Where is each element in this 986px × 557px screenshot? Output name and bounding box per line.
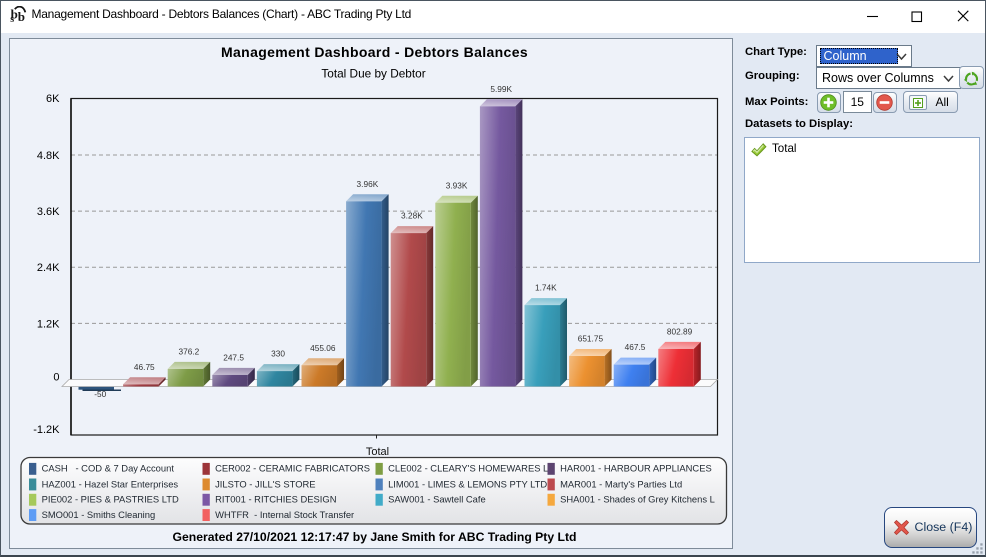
svg-text:WHTFR - Internal Stock Transf: WHTFR - Internal Stock Transfer [215, 508, 354, 519]
svg-text:HAZ001 - Hazel Star Enterprise: HAZ001 - Hazel Star Enterprises [41, 478, 178, 489]
svg-text:RIT001 - RITCHIES DESIGN: RIT001 - RITCHIES DESIGN [215, 493, 336, 504]
svg-text:0: 0 [53, 371, 59, 383]
svg-text:1.74K: 1.74K [534, 282, 556, 292]
svg-text:2.4K: 2.4K [36, 262, 59, 274]
svg-text:3.28K: 3.28K [401, 210, 423, 220]
svg-text:4.8K: 4.8K [36, 150, 59, 162]
svg-text:651.75: 651.75 [577, 333, 603, 343]
svg-text:MAR001 - Marty's Parties Ltd: MAR001 - Marty's Parties Ltd [560, 478, 682, 489]
svg-text:3.6K: 3.6K [36, 206, 59, 218]
svg-text:HAR001 - HARBOUR APPLIANCES: HAR001 - HARBOUR APPLIANCES [560, 462, 712, 473]
svg-text:b: b [18, 9, 25, 24]
svg-text:247.5: 247.5 [223, 352, 244, 362]
svg-text:802.89: 802.89 [666, 326, 692, 336]
svg-text:Total Due by Debtor: Total Due by Debtor [321, 66, 425, 80]
svg-text:376.2: 376.2 [178, 346, 199, 356]
svg-text:330: 330 [271, 348, 285, 358]
svg-text:CER002 - CERAMIC FABRICATORS: CER002 - CERAMIC FABRICATORS [215, 462, 370, 473]
svg-text:3.93K: 3.93K [445, 180, 467, 190]
svg-text:-1.2K: -1.2K [33, 424, 60, 436]
svg-text:LIM001 - LIMES & LEMONS PTY LT: LIM001 - LIMES & LEMONS PTY LTD [388, 478, 547, 489]
svg-text:3.96K: 3.96K [356, 178, 378, 188]
svg-text:CASH - COD & 7 Day Account: CASH - COD & 7 Day Account [41, 462, 174, 473]
svg-text:1.2K: 1.2K [36, 318, 59, 330]
svg-text:-50: -50 [94, 389, 106, 399]
svg-text:SMO001 - Smiths Cleaning: SMO001 - Smiths Cleaning [41, 508, 155, 519]
svg-text:455.06: 455.06 [310, 342, 336, 352]
svg-text:Total: Total [365, 446, 388, 458]
svg-text:467.5: 467.5 [624, 342, 645, 352]
svg-text:Management Dashboard - Debtors: Management Dashboard - Debtors Balances [221, 44, 528, 60]
svg-text:Generated 27/10/2021 12:17:47: Generated 27/10/2021 12:17:47 by Jane Sm… [172, 530, 576, 544]
svg-text:JILSTO - JILL'S STORE: JILSTO - JILL'S STORE [215, 478, 315, 489]
svg-text:PIE002 - PIES & PASTRIES LTD: PIE002 - PIES & PASTRIES LTD [41, 493, 178, 504]
svg-text:5.99K: 5.99K [490, 83, 512, 93]
svg-text:SAW001 - Sawtell Cafe: SAW001 - Sawtell Cafe [388, 493, 486, 504]
svg-text:s: s [10, 14, 14, 25]
svg-text:46.75: 46.75 [133, 361, 154, 371]
svg-text:6K: 6K [46, 92, 60, 104]
svg-text:SHA001 - Shades of Grey Kitche: SHA001 - Shades of Grey Kitchens L [560, 493, 715, 504]
svg-text:b: b [11, 7, 18, 22]
svg-text:CLE002 - CLEARY'S HOMEWARES L: CLE002 - CLEARY'S HOMEWARES L [388, 462, 548, 473]
